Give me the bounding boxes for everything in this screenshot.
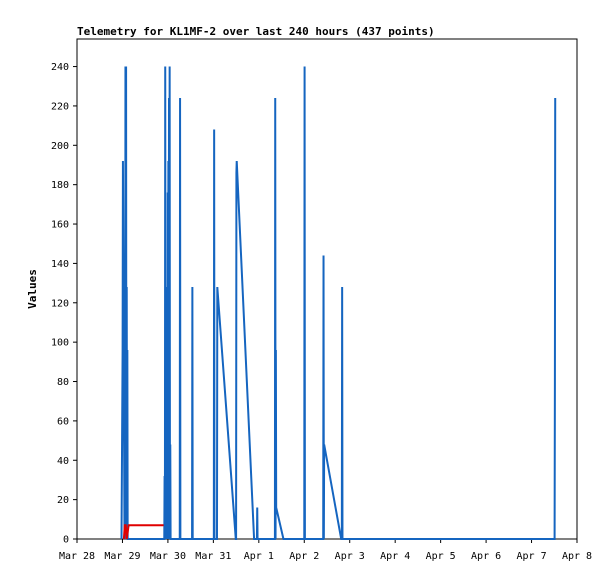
y-tick-label: 120: [51, 298, 69, 309]
x-tick-label: Mar 29: [104, 551, 140, 562]
x-tick-label: Apr 1: [244, 551, 274, 562]
chart-title: Telemetry for KL1MF-2 over last 240 hour…: [77, 25, 435, 38]
y-tick-label: 200: [51, 141, 69, 152]
y-tick-label: 180: [51, 180, 69, 191]
x-tick-label: Apr 7: [516, 551, 546, 562]
y-tick-label: 0: [63, 535, 69, 546]
y-tick-label: 80: [57, 377, 69, 388]
y-tick-label: 140: [51, 259, 69, 270]
y-axis: 0 20 40 60 80 100 120 140 160 180 200 220 240: [51, 62, 77, 546]
y-tick-label: 20: [57, 495, 69, 506]
x-tick-label: Mar 30: [150, 551, 186, 562]
y-tick-label: 100: [51, 338, 69, 349]
x-tick-label: Apr 8: [562, 551, 592, 562]
x-tick-label: Apr 4: [380, 551, 410, 562]
series-line-0: [120, 66, 557, 540]
data-series: [120, 66, 557, 540]
y-tick-label: 160: [51, 220, 69, 231]
x-tick-label: Apr 5: [426, 551, 456, 562]
y-tick-label: 40: [57, 456, 69, 467]
y-tick-label: 60: [57, 416, 69, 427]
x-axis: Mar 28 Mar 29 Mar 30 Mar 31 Apr 1 Apr 2 Apr 3 A…: [59, 539, 592, 562]
x-tick-label: Mar 28: [59, 551, 95, 562]
series-line-1: [122, 524, 164, 540]
x-tick-label: Apr 3: [335, 551, 365, 562]
x-tick-label: Apr 2: [289, 551, 319, 562]
y-axis-label: Values: [26, 269, 39, 309]
x-tick-label: Mar 31: [195, 551, 231, 562]
x-tick-label: Apr 6: [471, 551, 501, 562]
y-tick-label: 220: [51, 101, 69, 112]
y-tick-label: 240: [51, 62, 69, 73]
